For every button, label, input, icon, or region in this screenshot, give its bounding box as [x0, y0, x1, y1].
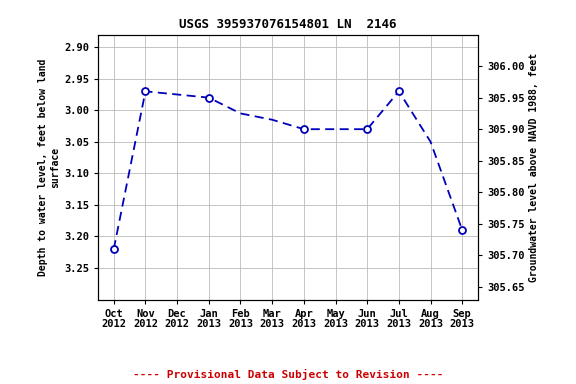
Y-axis label: Groundwater level above NAVD 1988, feet: Groundwater level above NAVD 1988, feet [529, 53, 539, 281]
Title: USGS 395937076154801 LN  2146: USGS 395937076154801 LN 2146 [179, 18, 397, 31]
Text: ---- Provisional Data Subject to Revision ----: ---- Provisional Data Subject to Revisio… [132, 369, 444, 380]
Y-axis label: Depth to water level, feet below land
surface: Depth to water level, feet below land su… [38, 58, 60, 276]
